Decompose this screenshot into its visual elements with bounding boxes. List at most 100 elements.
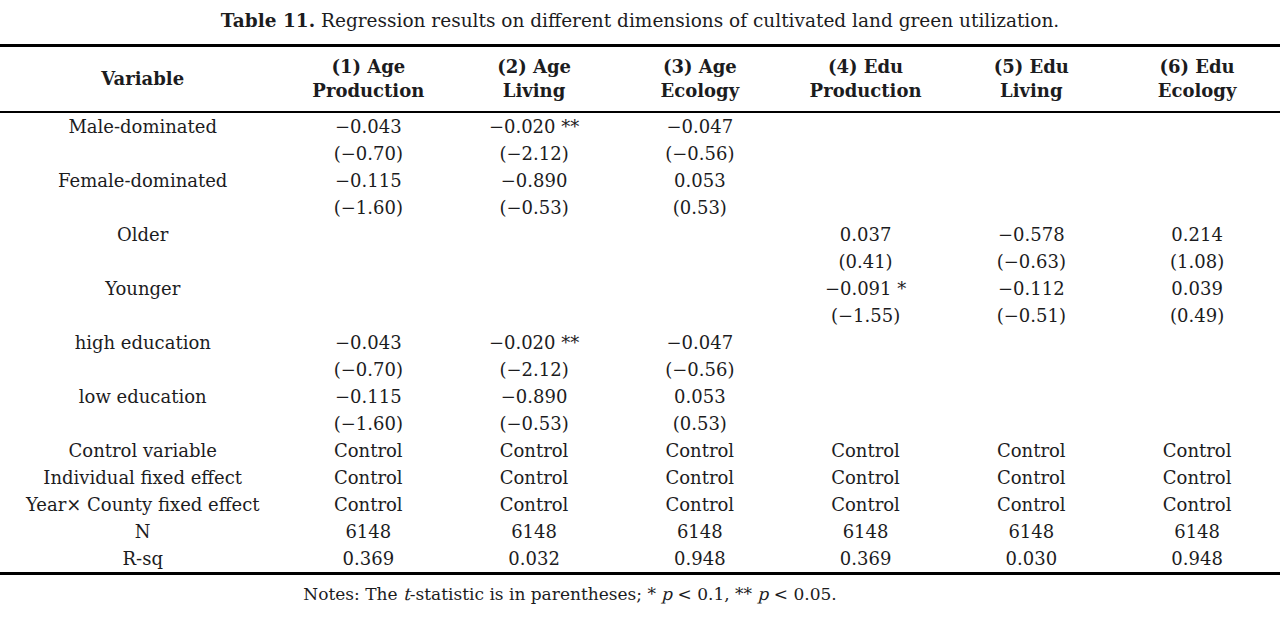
- table-cell: (−1.55): [783, 302, 949, 329]
- notes-segment: Notes: The: [303, 584, 403, 604]
- table-cell: −0.020 **: [451, 329, 617, 356]
- row-label: [0, 410, 285, 437]
- row-label: high education: [0, 329, 285, 356]
- table-row: high education−0.043−0.020 **−0.047: [0, 329, 1280, 356]
- table-cell: (−0.56): [617, 356, 783, 383]
- table-cell: Control: [617, 491, 783, 518]
- table-cell: Control: [948, 464, 1114, 491]
- table-cell: [1114, 329, 1280, 356]
- table-caption-text: Regression results on different dimensio…: [321, 10, 1059, 31]
- notes-segment: p: [661, 584, 672, 604]
- row-label: N: [0, 518, 285, 545]
- table-cell: [948, 112, 1114, 140]
- table-cell: 6148: [451, 518, 617, 545]
- table-cell: 0.369: [285, 545, 451, 574]
- notes-segment: < 0.1, **: [672, 584, 757, 604]
- column-header-5-edu-living: (5) Edu Living: [948, 46, 1114, 113]
- table-cell: 0.039: [1114, 275, 1280, 302]
- table-cell: [783, 410, 949, 437]
- table-row: low education−0.115−0.8900.053: [0, 383, 1280, 410]
- table-row: (−0.70)(−2.12)(−0.56): [0, 140, 1280, 167]
- column-header-4-edu-production: (4) Edu Production: [783, 46, 949, 113]
- table-cell: [451, 221, 617, 248]
- notes-segment: < 0.05.: [768, 584, 836, 604]
- table-cell: [285, 221, 451, 248]
- table-cell: Control: [1114, 491, 1280, 518]
- row-label: R-sq: [0, 545, 285, 574]
- table-cell: 6148: [285, 518, 451, 545]
- table-cell: [617, 275, 783, 302]
- table-cell: −0.115: [285, 383, 451, 410]
- row-label: Control variable: [0, 437, 285, 464]
- table-cell: [451, 275, 617, 302]
- row-label: Individual fixed effect: [0, 464, 285, 491]
- table-cell: Control: [783, 491, 949, 518]
- table-cell: −0.047: [617, 112, 783, 140]
- table-cell: (−1.60): [285, 194, 451, 221]
- table-cell: [617, 248, 783, 275]
- table-cell: Control: [285, 464, 451, 491]
- column-header-variable: Variable: [0, 46, 285, 113]
- column-header-2-age-living: (2) Age Living: [451, 46, 617, 113]
- column-header-1-age-production: (1) Age Production: [285, 46, 451, 113]
- table-row: N614861486148614861486148: [0, 518, 1280, 545]
- table-cell: Control: [285, 437, 451, 464]
- table-cell: 0.948: [617, 545, 783, 574]
- table-cell: [948, 410, 1114, 437]
- table-cell: −0.043: [285, 329, 451, 356]
- table-cell: 6148: [1114, 518, 1280, 545]
- row-label: Female-dominated: [0, 167, 285, 194]
- table-cell: [948, 167, 1114, 194]
- table-cell: (−2.12): [451, 356, 617, 383]
- table-row: (−0.70)(−2.12)(−0.56): [0, 356, 1280, 383]
- table-cell: 0.032: [451, 545, 617, 574]
- table-cell: [948, 194, 1114, 221]
- table-cell: (0.53): [617, 194, 783, 221]
- table-cell: (−0.70): [285, 356, 451, 383]
- table-cell: −0.091 *: [783, 275, 949, 302]
- row-label: Year× County fixed effect: [0, 491, 285, 518]
- table-row: (−1.60)(−0.53)(0.53): [0, 194, 1280, 221]
- table-cell: [1114, 140, 1280, 167]
- column-header-3-age-ecology: (3) Age Ecology: [617, 46, 783, 113]
- table-cell: (0.53): [617, 410, 783, 437]
- notes-segment: p: [757, 584, 768, 604]
- table-cell: 0.037: [783, 221, 949, 248]
- table-cell: 0.948: [1114, 545, 1280, 574]
- table-cell: [1114, 383, 1280, 410]
- table-cell: (1.08): [1114, 248, 1280, 275]
- table-cell: (−0.56): [617, 140, 783, 167]
- row-label: Older: [0, 221, 285, 248]
- table-row: Older 0.037−0.5780.214: [0, 221, 1280, 248]
- table-cell: [948, 140, 1114, 167]
- table-cell: [285, 275, 451, 302]
- table-cell: [783, 383, 949, 410]
- table-cell: [1114, 356, 1280, 383]
- table-cell: (−2.12): [451, 140, 617, 167]
- table-cell: [783, 329, 949, 356]
- table-cell: [285, 248, 451, 275]
- row-label: Younger: [0, 275, 285, 302]
- table-cell: [617, 221, 783, 248]
- table-cell: 6148: [783, 518, 949, 545]
- table-row: R-sq0.3690.0320.9480.3690.0300.948: [0, 545, 1280, 574]
- table-cell: [948, 383, 1114, 410]
- notes-segment: t: [403, 584, 410, 604]
- table-cell: −0.043: [285, 112, 451, 140]
- table-cell: 0.214: [1114, 221, 1280, 248]
- table-cell: Control: [451, 491, 617, 518]
- table-cell: [617, 302, 783, 329]
- table-cell: Control: [1114, 464, 1280, 491]
- table-cell: 0.053: [617, 167, 783, 194]
- table-cell: [783, 140, 949, 167]
- table-cell: Control: [783, 437, 949, 464]
- table-cell: [783, 356, 949, 383]
- table-cell: −0.890: [451, 383, 617, 410]
- table-cell: (−0.51): [948, 302, 1114, 329]
- table-cell: (−0.70): [285, 140, 451, 167]
- table-cell: −0.578: [948, 221, 1114, 248]
- table-cell: [948, 356, 1114, 383]
- table-row: (−1.55)(−0.51)(0.49): [0, 302, 1280, 329]
- row-label: [0, 194, 285, 221]
- row-label: [0, 140, 285, 167]
